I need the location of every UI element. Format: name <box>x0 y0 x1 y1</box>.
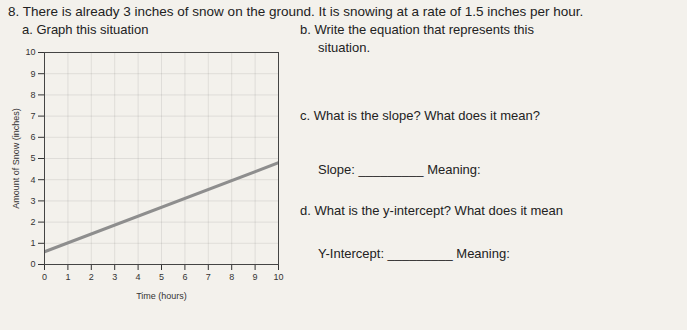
svg-text:10: 10 <box>25 47 35 57</box>
html-text:8. There is already 3 inches o: 8. There is already 3 inches of snow on … <box>8 4 584 19</box>
svg-text:0: 0 <box>42 272 47 282</box>
html-text:c. What is the slope? What doe: c. What is the slope? What does it mean? <box>300 108 540 123</box>
svg-text:7: 7 <box>206 272 211 282</box>
svg-text:2: 2 <box>30 217 35 227</box>
html-text:a. Graph this situation: a. Graph this situation <box>22 22 149 37</box>
svg-text:6: 6 <box>182 272 187 282</box>
svg-text:5: 5 <box>30 153 35 163</box>
svg-text:7: 7 <box>30 111 35 121</box>
svg-text:5: 5 <box>159 272 164 282</box>
html-text:situation.: situation. <box>318 40 370 55</box>
svg-text:0: 0 <box>30 259 35 269</box>
svg-text:8: 8 <box>229 272 234 282</box>
svg-text:3: 3 <box>112 272 117 282</box>
html-text:Slope: _________ Meaning:: Slope: _________ Meaning: <box>318 162 481 177</box>
html-text:d. What is the y-intercept? Wh: d. What is the y-intercept? What does it… <box>300 203 563 218</box>
svg-text:Time (hours): Time (hours) <box>136 291 187 301</box>
svg-text:10: 10 <box>273 272 283 282</box>
svg-text:4: 4 <box>30 175 35 185</box>
svg-text:6: 6 <box>30 132 35 142</box>
svg-text:Amount of Snow (inches): Amount of Snow (inches) <box>11 108 21 209</box>
svg-text:2: 2 <box>89 272 94 282</box>
svg-text:9: 9 <box>253 272 258 282</box>
html-text:b. Write the equation that rep: b. Write the equation that represents th… <box>300 22 534 37</box>
svg-text:1: 1 <box>65 272 70 282</box>
svg-text:8: 8 <box>30 90 35 100</box>
svg-text:9: 9 <box>30 69 35 79</box>
svg-text:3: 3 <box>30 196 35 206</box>
html-text:Y-Intercept: _________ Meaning: Y-Intercept: _________ Meaning: <box>318 246 510 261</box>
svg-text:4: 4 <box>136 272 141 282</box>
svg-text:1: 1 <box>30 238 35 248</box>
